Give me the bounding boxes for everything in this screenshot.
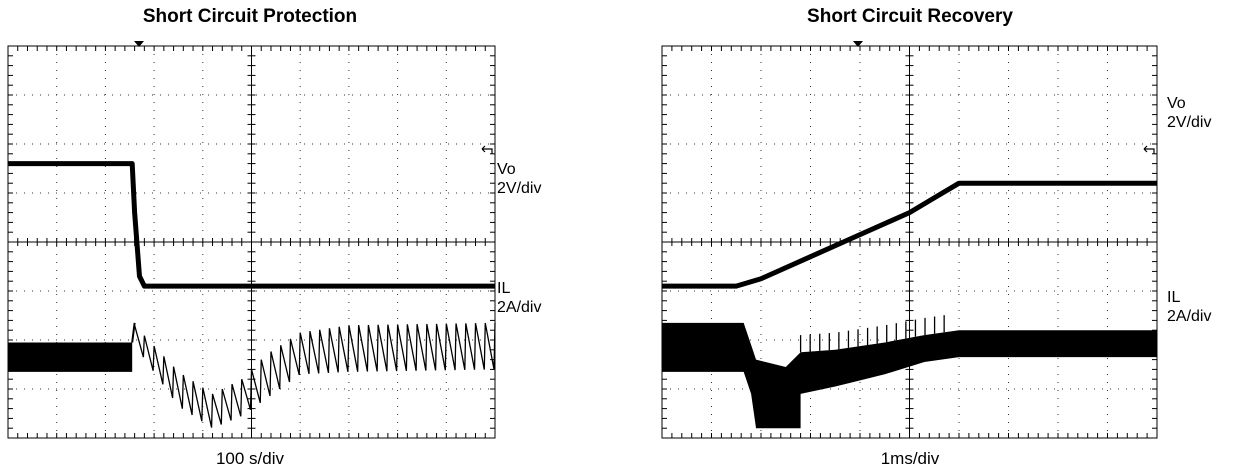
series-scale: 2V/div xyxy=(1167,114,1212,131)
chart-title: Short Circuit Recovery xyxy=(807,6,1013,27)
series-name: IL xyxy=(497,280,511,297)
channel-label-vo: Vo 2V/div xyxy=(1167,94,1211,132)
oscilloscope-plot xyxy=(7,41,496,439)
oscilloscope-plot xyxy=(661,41,1158,439)
series-scale: 2A/div xyxy=(1167,308,1212,325)
channel-label-il: IL 2A/div xyxy=(497,279,541,317)
series-name: IL xyxy=(1167,289,1181,306)
x-axis-label: 1ms/div xyxy=(880,449,940,468)
plot-frame xyxy=(7,45,496,439)
channel-label-vo: Vo 2V/div xyxy=(497,160,541,198)
series-scale: 2A/div xyxy=(497,299,542,316)
x-axis-label: 100 s/div xyxy=(215,449,285,468)
trigger-level-arrow-icon xyxy=(481,145,493,154)
trigger-level-arrow-icon xyxy=(1143,145,1155,154)
plot-frame xyxy=(661,45,1158,439)
series-name: Vo xyxy=(497,161,516,178)
channel-label-il: IL 2A/div xyxy=(1167,288,1211,326)
trace-vo xyxy=(8,161,495,289)
trigger-marker-icon xyxy=(134,41,144,47)
series-scale: 2V/div xyxy=(497,180,542,197)
trace-il-band xyxy=(662,322,1157,429)
chart-title: Short Circuit Protection xyxy=(142,6,358,27)
series-name: Vo xyxy=(1167,95,1186,112)
trace-il-band xyxy=(8,342,133,372)
trace-il-ripple xyxy=(133,322,496,428)
trace-vo xyxy=(662,180,1157,289)
trigger-marker-icon xyxy=(853,41,863,47)
